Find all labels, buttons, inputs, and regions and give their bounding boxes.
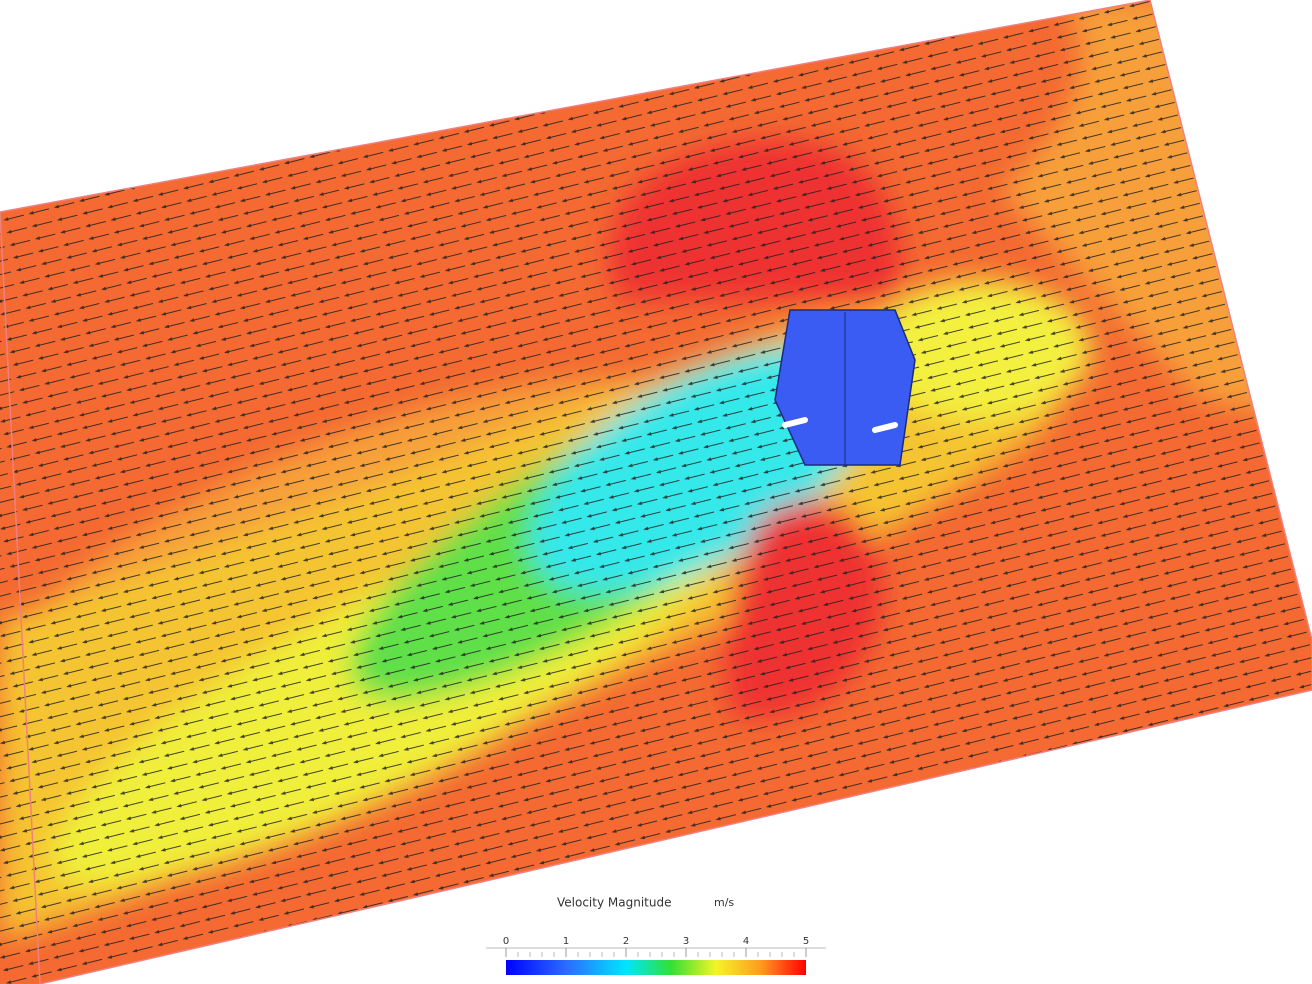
tick-label: 4 (743, 936, 749, 947)
legend-box (540, 884, 760, 920)
tick-label: 1 (563, 936, 569, 947)
tick-label: 0 (503, 936, 509, 947)
tick-label: 5 (803, 936, 809, 947)
colorbar (506, 960, 806, 975)
legend-unit: m/s (714, 896, 734, 909)
tick-label: 3 (683, 936, 689, 947)
tick-label: 2 (623, 936, 629, 947)
legend-title: Velocity Magnitude (557, 896, 671, 910)
colorbar-ticks: 0 1 2 3 4 5 (503, 936, 809, 957)
